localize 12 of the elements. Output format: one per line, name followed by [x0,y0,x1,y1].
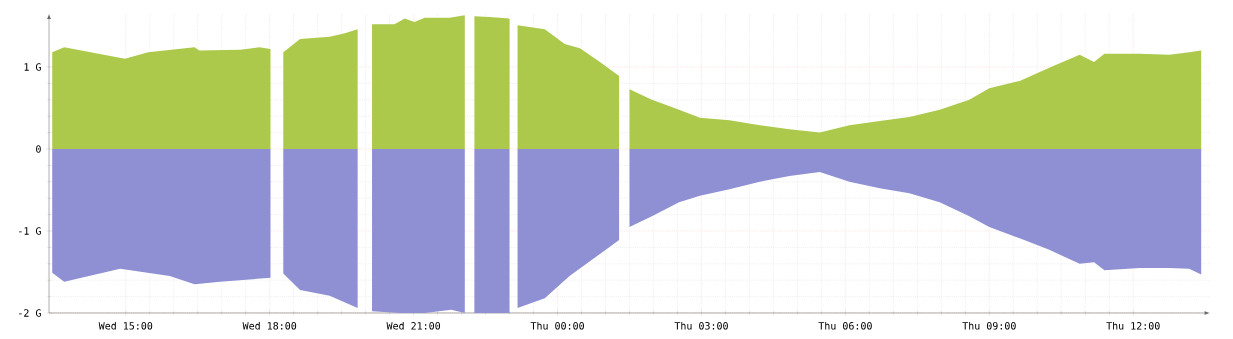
x-tick-label: Thu 00:00 [530,321,584,330]
x-tick-label: Wed 18:00 [242,321,297,330]
x-tick-label: Wed 21:00 [386,321,441,330]
x-tick-label: Thu 06:00 [818,321,872,330]
y-tick-label: 0 [36,145,41,153]
x-tick-label: Thu 03:00 [674,321,728,330]
x-tick-label: Wed 15:00 [98,321,153,330]
y-tick-label: -2 G [19,309,41,317]
y-tick-label: -1 G [19,227,41,235]
x-tick-label: Thu 09:00 [962,321,1016,330]
x-tick-label: Thu 12:00 [1106,321,1160,330]
y-tick-label: 1 G [24,63,41,71]
